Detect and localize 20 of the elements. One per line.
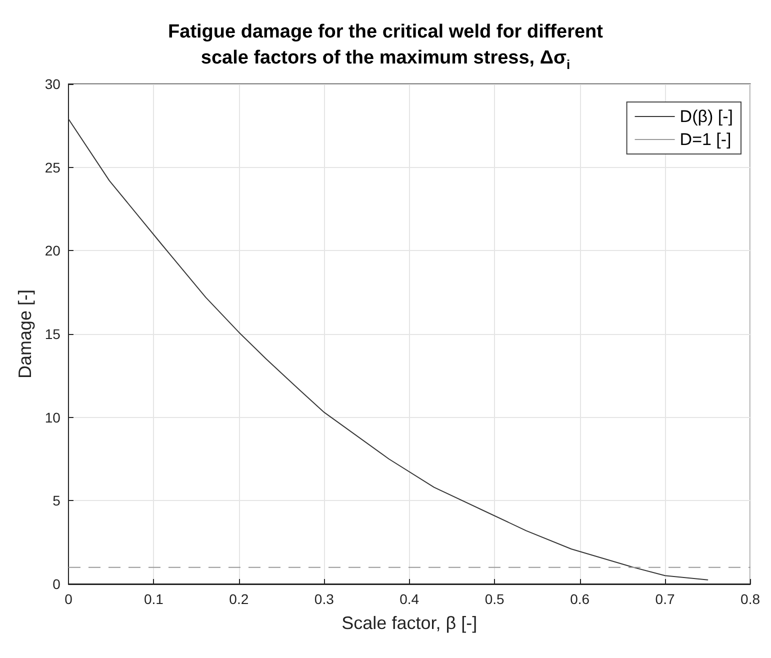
legend-label: D=1 [-] [680,130,732,149]
x-tick-label: 0.4 [400,591,420,607]
x-axis-title: Scale factor, β [-] [342,613,478,633]
x-tick-label: 0 [64,591,73,607]
y-tick-label: 10 [44,409,61,426]
y-tick-label: 0 [52,576,61,592]
y-axis-title: Damage [-] [15,289,35,379]
y-tick-label: 15 [44,326,61,342]
y-tick-label: 30 [44,76,61,92]
x-tick-label: 0.6 [570,591,590,607]
x-tick-label: 0.7 [655,591,675,607]
y-tick-label: 25 [44,159,61,176]
legend-label: D(β) [-] [680,107,734,126]
x-tick-label: 0.5 [484,591,505,607]
x-tick-label: 0.8 [740,591,760,607]
y-tick-label: 20 [44,242,61,259]
x-tick-label: 0.1 [144,591,164,607]
x-tick-label: 0.2 [229,591,249,607]
x-tick-label: 0.3 [314,591,334,607]
y-tick-label: 5 [52,492,61,509]
